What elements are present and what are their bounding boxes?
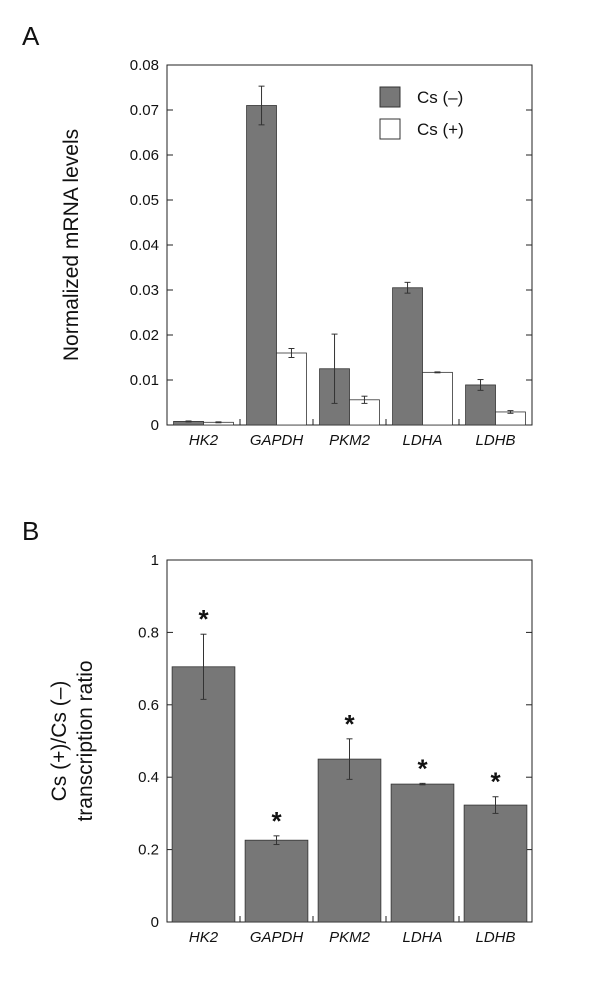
chart-0-ytick-label: 0.03 [130, 282, 159, 299]
panel-a-label: A [22, 21, 40, 51]
chart-1-y-axis-label-line: Cs (+)/Cs (–) [48, 681, 71, 802]
chart-0-legend-label: Cs (+) [417, 120, 464, 139]
chart-0-bar [349, 399, 380, 426]
chart-0-category-label: GAPDH [250, 432, 304, 449]
chart-1-ytick-label: 0.2 [138, 842, 159, 859]
chart-0-category-label: HK2 [189, 432, 219, 449]
chart-0-y-axis-label: Normalized mRNA levels [60, 129, 83, 361]
chart-1-significance-star: * [417, 753, 428, 783]
chart-1-ytick-label: 0.8 [138, 624, 159, 641]
chart-1-category-label: GAPDH [250, 929, 304, 946]
chart-1-significance-star: * [198, 604, 209, 634]
chart-1-bar [171, 666, 236, 923]
chart-0-bar [246, 105, 277, 426]
chart-0-ytick-label: 0.02 [130, 327, 159, 344]
chart-1-y-axis-label-line: transcription ratio [74, 660, 97, 821]
chart-1-category-label: HK2 [189, 929, 219, 946]
chart-0-category-label: LDHA [402, 432, 442, 449]
chart-0-bar [276, 352, 307, 426]
chart-1-ytick-label: 0 [151, 914, 159, 931]
chart-0-bar [392, 287, 423, 426]
chart-1-ytick-label: 1 [151, 552, 159, 569]
chart-0-ytick-label: 0.08 [130, 57, 159, 74]
chart-1-category-label: PKM2 [329, 929, 371, 946]
chart-0-legend-swatch [379, 86, 401, 108]
chart-0-ytick-label: 0 [151, 417, 159, 434]
chart-0-legend-label: Cs (–) [417, 88, 463, 107]
chart-1-bar [390, 783, 455, 923]
chart-0-ytick-label: 0.06 [130, 147, 159, 164]
chart-1-ytick-label: 0.4 [138, 769, 159, 786]
chart-1-ytick-label: 0.6 [138, 697, 159, 714]
chart-0-category-label: PKM2 [329, 432, 371, 449]
chart-1-bar [317, 758, 382, 923]
chart-1-significance-star: * [344, 709, 355, 739]
chart-1-bar [463, 804, 528, 923]
chart-b: 0 0.2 0.4 0.6 0.8 1 HK2 * GAPDH * PKM2 * LDHA * LDHB * C… [48, 552, 533, 946]
chart-a: 0 0.01 0.02 0.03 0.04 0.05 0.06 0.07 0.08 HK2 GAPD… [60, 57, 533, 449]
chart-0-legend-swatch [379, 118, 401, 140]
chart-0-ytick-label: 0.07 [130, 102, 159, 119]
chart-1-significance-star: * [490, 767, 501, 797]
chart-0-bar [495, 411, 526, 426]
chart-1-bar [244, 839, 309, 923]
chart-0-bar [422, 371, 453, 426]
chart-0-ytick-label: 0.05 [130, 192, 159, 209]
chart-1-category-label: LDHA [402, 929, 442, 946]
panel-b-label: B [22, 516, 39, 546]
chart-0-category-label: LDHB [475, 432, 515, 449]
chart-0-bar [465, 384, 496, 426]
chart-1-category-label: LDHB [475, 929, 515, 946]
chart-0-ytick-label: 0.01 [130, 372, 159, 389]
chart-1-significance-star: * [271, 806, 282, 836]
chart-0-ytick-label: 0.04 [130, 237, 159, 254]
